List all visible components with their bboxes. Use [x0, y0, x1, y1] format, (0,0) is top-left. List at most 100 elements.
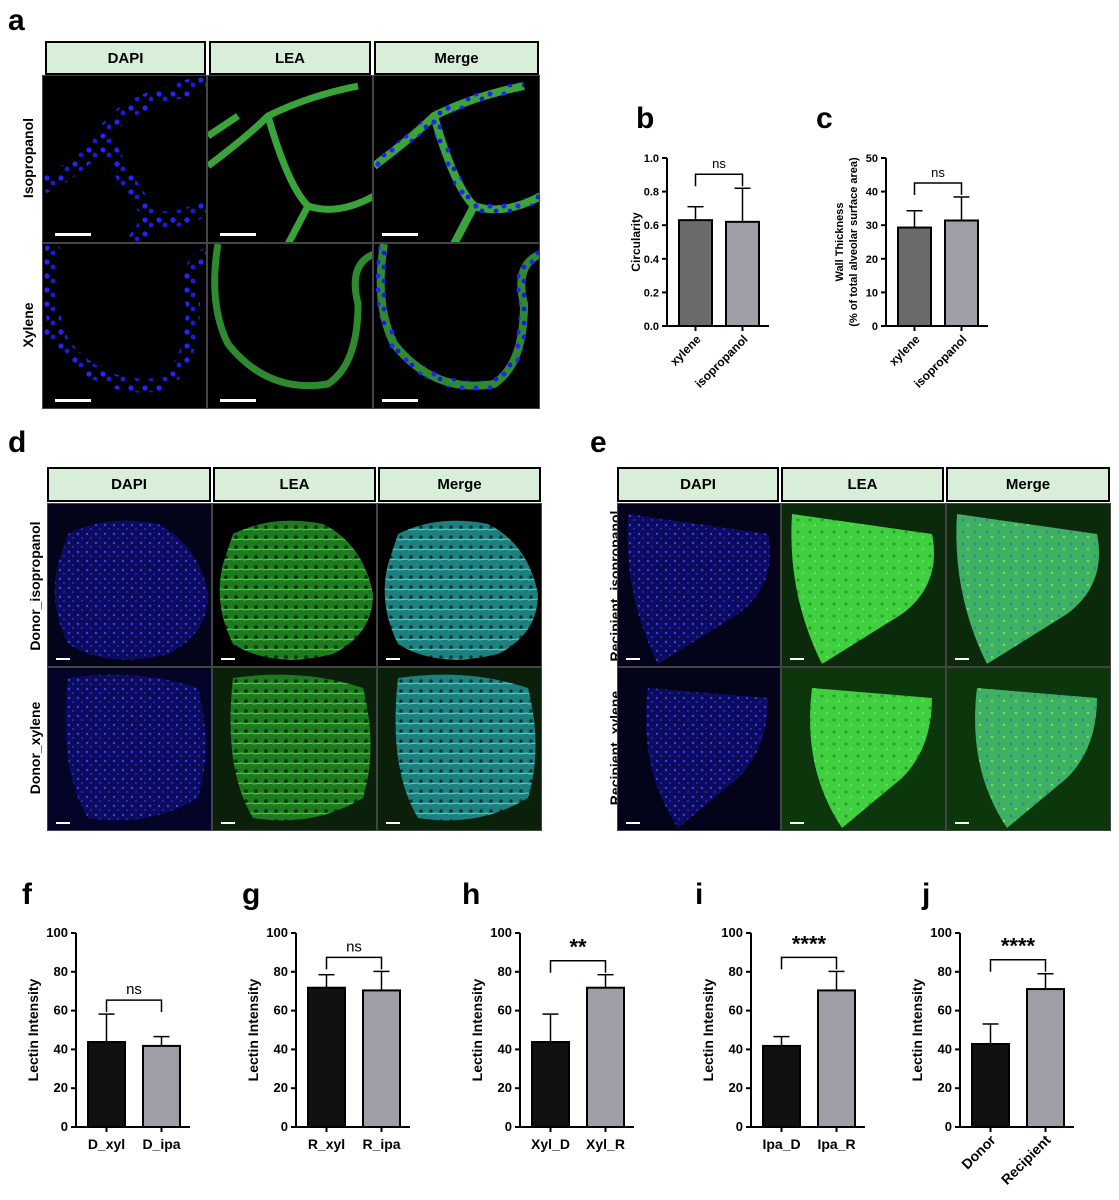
- x-tick-label: Ipa_D: [762, 1136, 800, 1152]
- bar-isopropanol: [944, 219, 979, 327]
- scale-bar: [56, 658, 70, 660]
- bar-Donor: [971, 1042, 1010, 1128]
- panel-a-header-merge: Merge: [374, 41, 539, 75]
- scale-bar: [221, 658, 235, 660]
- y-axis-label: Lectin Intensity: [469, 978, 485, 1081]
- significance-bracket: [694, 173, 744, 187]
- x-tick-label: D_xyl: [88, 1136, 125, 1152]
- x-tick-label: D_ipa: [142, 1136, 180, 1152]
- y-axis-label: Lectin Intensity: [25, 978, 41, 1081]
- scale-bar: [790, 658, 804, 660]
- y-axis-label: Lectin Intensity: [909, 978, 925, 1081]
- y-tick-label: 40: [54, 1041, 68, 1056]
- bar-R_xyl: [307, 986, 346, 1129]
- y-tick-label: 100: [721, 925, 743, 940]
- panel-label-f: f: [22, 878, 32, 911]
- micrograph-a-xylene-merge: [373, 243, 540, 409]
- y-tick-label: 20: [938, 1080, 952, 1095]
- scale-bar: [220, 399, 256, 402]
- y-tick-label: 0: [505, 1119, 512, 1134]
- scale-bar: [55, 233, 91, 236]
- y-tick-label: 80: [274, 964, 288, 979]
- y-tick-label: 50: [866, 153, 878, 165]
- significance-label: ns: [931, 165, 945, 180]
- y-tick-label: 0: [281, 1119, 288, 1134]
- y-tick-label: 0.8: [644, 187, 659, 199]
- x-tick-label: xylene: [886, 332, 923, 369]
- bar-Ipa_R: [817, 989, 856, 1129]
- panel-a-row-label-xylene: Xylene: [20, 302, 36, 348]
- x-tick-label: Xyl_R: [586, 1136, 625, 1152]
- panel-label-c: c: [816, 102, 833, 135]
- panel-label-d: d: [8, 426, 27, 459]
- panel-e-header-merge: Merge: [946, 467, 1110, 502]
- scale-bar: [221, 822, 235, 824]
- y-tick-label: 20: [274, 1080, 288, 1095]
- y-tick-label: 0: [872, 321, 878, 333]
- micrograph-d-donor-xylene-lea: [212, 667, 377, 831]
- bar-Xyl_D: [531, 1041, 570, 1128]
- panel-d-header-lea: LEA: [213, 467, 376, 502]
- x-tick-label: Recipient: [998, 1132, 1054, 1188]
- bar-isopropanol: [725, 220, 760, 327]
- panel-e-header-dapi: DAPI: [617, 467, 779, 502]
- chart-h-lectin: 0 20 40 60 80 100 Lectin Intensity Xyl_D Xyl_R **: [469, 925, 634, 1152]
- micrograph-d-donor-isopropanol-dapi: [47, 503, 212, 667]
- scale-bar: [56, 822, 70, 824]
- bar-R_ipa: [362, 989, 401, 1129]
- y-tick-label: 0.4: [644, 254, 660, 266]
- bar-D_ipa: [142, 1044, 181, 1129]
- y-tick-label: 60: [54, 1003, 68, 1018]
- micrograph-a-isopropanol-merge: [373, 75, 540, 243]
- micrograph-e-recipient-isopropanol-lea: [781, 503, 946, 667]
- y-tick-label: 40: [274, 1041, 288, 1056]
- scale-bar: [955, 822, 969, 824]
- panel-d-header-dapi: DAPI: [47, 467, 211, 502]
- x-tick-label: Xyl_D: [531, 1136, 570, 1152]
- x-tick-label: Ipa_R: [817, 1136, 855, 1152]
- scale-bar: [382, 399, 418, 402]
- micrograph-e-recipient-xylene-merge: [946, 667, 1111, 831]
- y-tick-label: 20: [866, 254, 878, 266]
- y-tick-label: 40: [729, 1041, 743, 1056]
- y-tick-label: 40: [498, 1041, 512, 1056]
- panel-d-header-merge: Merge: [378, 467, 541, 502]
- bar-Xyl_R: [586, 986, 625, 1129]
- scale-bar: [220, 233, 256, 236]
- x-tick-label: xylene: [667, 332, 704, 369]
- significance-label: ns: [126, 981, 142, 998]
- chart-g-lectin: 0 20 40 60 80 100 Lectin Intensity R_xyl R_ipa ns: [245, 925, 410, 1152]
- significance-bracket: [913, 182, 963, 195]
- y-tick-label: 100: [46, 925, 68, 940]
- chart-b-circularity: 0.00.20.40.60.81.0Circularityxyleneisopr…: [629, 153, 769, 391]
- bar-D_xyl: [87, 1041, 126, 1128]
- chart-i-lectin: 0 20 40 60 80 100 Lectin Intensity Ipa_D Ipa_R **…: [700, 925, 865, 1152]
- panel-label-i: i: [695, 878, 704, 911]
- y-tick-label: 0: [736, 1119, 743, 1134]
- y-axis-label: Wall Thickness: [834, 202, 846, 281]
- y-tick-label: 60: [498, 1003, 512, 1018]
- y-axis-label: Lectin Intensity: [245, 978, 261, 1081]
- panel-label-e: e: [590, 426, 607, 459]
- micrograph-d-donor-xylene-dapi: [47, 667, 212, 831]
- y-tick-label: 80: [54, 964, 68, 979]
- micrograph-e-recipient-xylene-lea: [781, 667, 946, 831]
- panel-label-a: a: [8, 4, 25, 37]
- bar-Ipa_D: [762, 1044, 801, 1129]
- y-tick-label: 60: [729, 1003, 743, 1018]
- panel-label-b: b: [636, 102, 655, 135]
- scale-bar: [382, 233, 418, 236]
- significance-bracket: [325, 956, 383, 970]
- y-tick-label: 20: [729, 1080, 743, 1095]
- significance-bracket: [780, 956, 838, 970]
- y-tick-label: 100: [490, 925, 512, 940]
- y-axis-label: Circularity: [629, 212, 643, 272]
- chart-f-lectin: 0 20 40 60 80 100 Lectin Intensity D_xyl D_ipa ns: [25, 925, 190, 1152]
- y-tick-label: 0.0: [644, 321, 659, 333]
- panel-label-j: j: [922, 878, 931, 911]
- y-tick-label: 40: [866, 187, 878, 199]
- y-tick-label: 0.6: [644, 220, 659, 232]
- significance-label: **: [569, 935, 587, 960]
- y-tick-label: 60: [938, 1003, 952, 1018]
- y-tick-label: 40: [938, 1041, 952, 1056]
